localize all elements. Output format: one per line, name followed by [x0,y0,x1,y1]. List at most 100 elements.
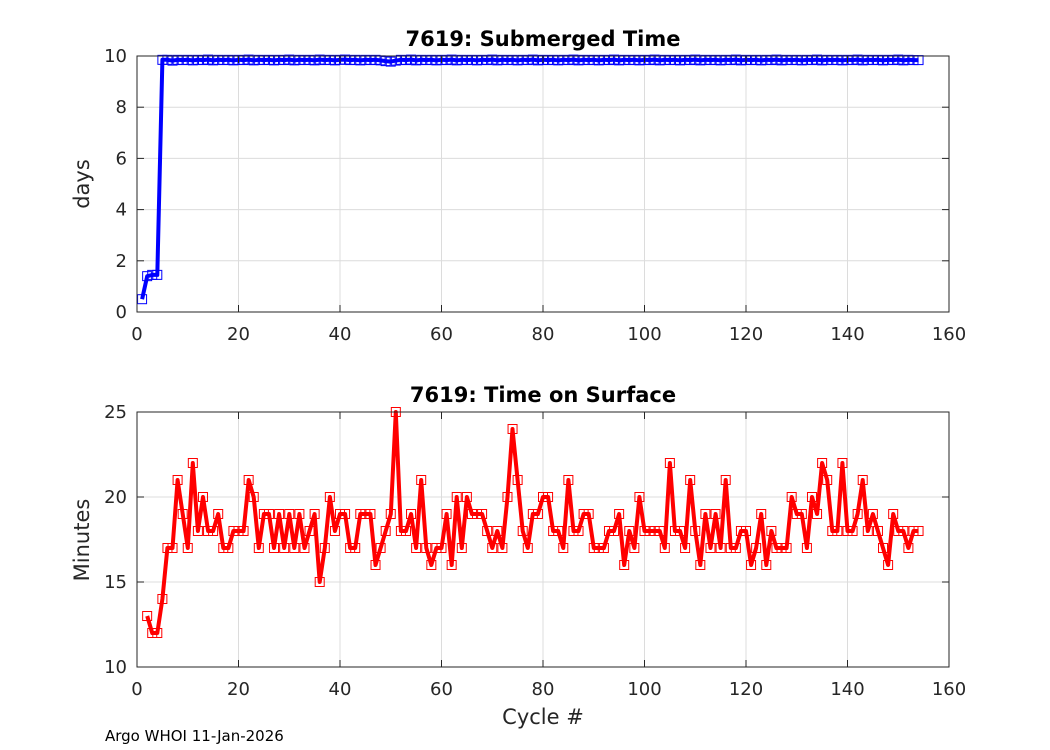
surface-time-data-point [477,509,488,519]
surface-time-data-point [741,526,751,536]
surface-time-xtick-label: 60 [430,679,453,700]
surface-time-data-point [715,543,726,553]
submerged-time-data-point [223,54,234,65]
surface-time-data-point [817,458,828,468]
surface-time-data-point [350,543,361,553]
surface-time-data-point [446,560,457,570]
submerged-time-data-point [568,54,579,65]
surface-time-data-point [664,458,675,468]
submerged-time-data-point [157,54,168,65]
submerged-time-data-point [639,54,650,65]
surface-time-data-point [426,560,437,570]
submerged-time-data-point [284,54,295,65]
submerged-time-data-point [801,54,812,65]
submerged-time-data-point [294,54,305,65]
surface-time-data-point [730,543,741,553]
surface-time-data-point [872,526,883,536]
surface-time-data-point [801,543,812,553]
surface-time-data-point [365,509,376,519]
surface-time-xtick-label: 0 [131,679,142,700]
submerged-time-data-point [162,54,173,65]
surface-time-data-point [659,543,670,553]
submerged-time-series-line [140,57,919,300]
submerged-time-data-point [700,54,711,65]
submerged-time-data-point [598,54,609,65]
surface-time-data-point [619,560,630,570]
surface-time-xtick-label: 40 [329,679,352,700]
surface-time-data-point [898,526,909,536]
surface-time-xtick-label: 20 [227,679,250,700]
surface-time-data-point [776,543,787,553]
surface-time-data-point [827,526,838,536]
surface-time-data-point [766,526,777,536]
surface-time-data-point [482,526,493,536]
surface-time-ytick-label: 20 [104,487,127,508]
surface-time-data-point [436,543,447,553]
surface-time-data-point [593,543,604,553]
surface-time-data-point [208,526,219,536]
surface-time-data-point [634,492,645,502]
surface-time-data-point [497,543,508,553]
surface-time-data-point [294,509,305,519]
surface-time-data-point [746,560,757,570]
surface-time-data-point [598,543,609,553]
submerged-time-data-point [395,54,406,65]
submerged-time-xtick-label: 20 [227,324,250,345]
surface-time-data-point [538,492,548,502]
submerged-time-data-point [558,54,569,65]
submerged-time-data-point [578,54,589,65]
surface-time-data-point [644,526,655,536]
submerged-time-ticks: 0 20 40 60 80 100 120 140 160 0 2 4 6 8 10 [104,46,966,345]
surface-time-ticks: 0 20 40 60 80 100 120 140 160 10 15 20 25 [104,402,966,700]
submerged-time-data-point [669,54,680,65]
submerged-time-data-point [903,54,914,65]
submerged-time-data-point [456,54,467,65]
surface-time-data-point [253,543,264,553]
surface-time-data-point [375,543,386,553]
surface-time-data-point [466,509,477,519]
surface-time-data-point [690,526,701,536]
surface-time-data-point [395,526,406,536]
submerged-time-data-point [761,54,772,65]
submerged-time-xtick-label: 0 [131,324,142,345]
surface-time-data-point [451,492,462,502]
surface-time-data-point [421,543,432,553]
submerged-time-data-point [751,54,762,65]
submerged-time-data-point [527,54,538,65]
surface-time-data-point [756,509,767,519]
surface-time-data-point [243,475,254,485]
submerged-time-data-point [619,54,630,65]
submerged-time-data-point [243,54,254,65]
surface-time-data-point [248,492,259,502]
surface-time-xlabel: Cycle # [502,705,584,729]
surface-time-data-point [913,526,924,536]
surface-time-data-point [806,492,817,502]
surface-time-data-point [751,543,762,553]
submerged-time-data-point [832,54,843,65]
surface-time-ylabel: Minutes [70,499,94,582]
surface-time-data-point [522,543,533,553]
surface-time-data-point [710,509,721,519]
surface-time-data-point [852,509,863,519]
submerged-time-data-point [350,54,361,65]
surface-time-data-point [685,475,696,485]
surface-time-data-point [649,526,660,536]
submerged-time-data-point [680,54,691,65]
surface-time-data-point [492,526,503,536]
surface-time-data-point [340,509,351,519]
surface-time-data-point [837,458,848,468]
surface-time-data-point [335,509,345,519]
submerged-time-data-point [192,54,203,65]
surface-time-data-point [228,526,239,536]
surface-time-data-point [603,526,614,536]
surface-time-xtick-label: 160 [932,679,966,700]
submerged-time-data-point [883,54,894,65]
submerged-time-data-point [862,54,873,65]
surface-time-data-point [878,543,889,553]
submerged-time-data-point [487,54,498,65]
surface-time-data-point [314,577,325,587]
surface-time-ytick-label: 25 [104,402,127,423]
surface-time-data-point [289,543,300,553]
submerged-time-data-point [203,54,214,65]
